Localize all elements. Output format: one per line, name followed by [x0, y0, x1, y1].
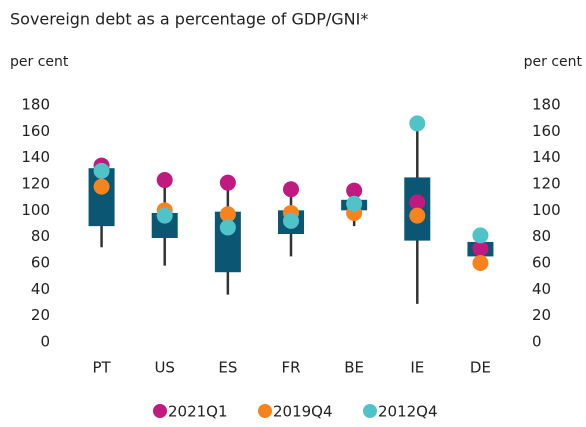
- dot: [409, 115, 426, 132]
- y-tick-label: 140: [21, 148, 50, 166]
- legend-label: 2019Q4: [273, 403, 333, 421]
- dot: [219, 174, 236, 191]
- y2-tick-label: 120: [532, 175, 561, 193]
- x-tick-label: US: [154, 359, 175, 377]
- y-tick-label: 60: [31, 254, 50, 272]
- dot: [472, 240, 489, 257]
- legend-swatch: [153, 404, 167, 418]
- y-axis-label: per cent: [10, 54, 69, 70]
- legend-swatch: [363, 404, 377, 418]
- dot: [409, 207, 426, 224]
- y2-tick-label: 20: [532, 306, 551, 324]
- y-tick-label: 40: [31, 280, 50, 298]
- y2-tick-label: 40: [532, 280, 551, 298]
- dot: [283, 181, 299, 198]
- dot: [283, 212, 299, 229]
- dot: [219, 206, 236, 223]
- dot: [219, 219, 236, 236]
- y-tick-label: 80: [31, 227, 50, 245]
- y2-tick-label: 160: [532, 122, 561, 140]
- y-tick-label: 100: [21, 201, 50, 219]
- y-tick-label: 180: [21, 96, 50, 114]
- y-tick-label: 120: [21, 175, 50, 193]
- dot: [93, 178, 110, 195]
- x-tick-label: DE: [470, 359, 491, 377]
- y-tick-label: 20: [31, 306, 50, 324]
- x-tick-label: ES: [218, 359, 237, 377]
- y2-tick-label: 140: [532, 148, 561, 166]
- dot: [156, 207, 173, 224]
- x-tick-label: PT: [92, 359, 111, 377]
- dot: [472, 227, 489, 244]
- legend-label: 2021Q1: [168, 403, 228, 421]
- x-tick-label: FR: [281, 359, 300, 377]
- x-tick-label: IE: [410, 359, 424, 377]
- y2-tick-label: 100: [532, 201, 561, 219]
- legend-swatch: [258, 404, 272, 418]
- dot: [472, 255, 489, 271]
- dot: [346, 195, 363, 212]
- dot: [409, 194, 426, 211]
- dot: [93, 162, 110, 179]
- y2-tick-label: 80: [532, 227, 551, 245]
- x-tick-label: BE: [344, 359, 364, 377]
- y2-tick-label: 180: [532, 96, 561, 114]
- y2-tick-label: 60: [532, 254, 551, 272]
- y-tick-label: 160: [21, 122, 50, 140]
- legend-label: 2012Q4: [378, 403, 438, 421]
- dot: [346, 182, 363, 199]
- chart-title: Sovereign debt as a percentage of GDP/GN…: [10, 10, 368, 29]
- y2-tick-label: 0: [532, 333, 542, 351]
- y2-axis-label: per cent: [524, 54, 583, 70]
- y-tick-label: 0: [40, 333, 50, 351]
- dot: [156, 172, 173, 189]
